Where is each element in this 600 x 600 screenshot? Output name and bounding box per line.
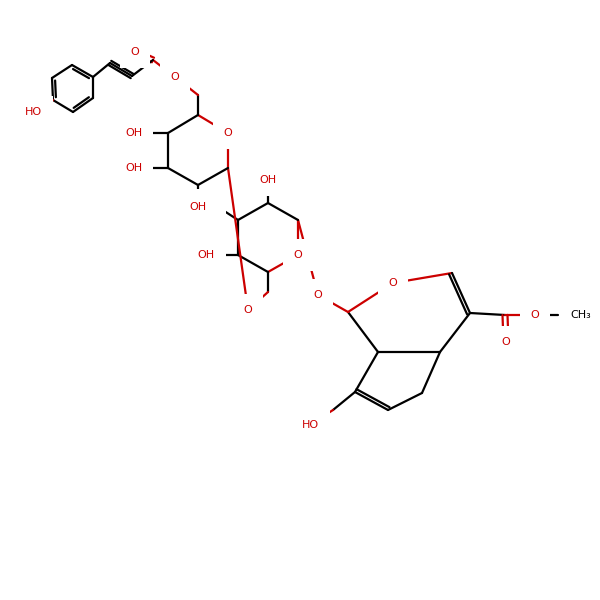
Text: O: O bbox=[224, 128, 232, 138]
Text: O: O bbox=[502, 337, 511, 347]
Text: OH: OH bbox=[259, 175, 277, 185]
Text: OH: OH bbox=[125, 163, 142, 173]
Text: HO: HO bbox=[25, 107, 42, 117]
Text: OH: OH bbox=[198, 200, 215, 210]
Text: OH: OH bbox=[190, 202, 206, 212]
Text: O: O bbox=[170, 72, 179, 82]
Text: O: O bbox=[293, 250, 302, 260]
Text: O: O bbox=[314, 290, 322, 300]
Text: HO: HO bbox=[301, 420, 319, 430]
Text: O: O bbox=[131, 47, 139, 57]
Text: O: O bbox=[244, 305, 253, 315]
Text: O: O bbox=[530, 310, 539, 320]
Text: OH: OH bbox=[198, 250, 215, 260]
Text: CH₃: CH₃ bbox=[570, 310, 591, 320]
Text: O: O bbox=[389, 278, 397, 288]
Text: OH: OH bbox=[125, 128, 142, 138]
